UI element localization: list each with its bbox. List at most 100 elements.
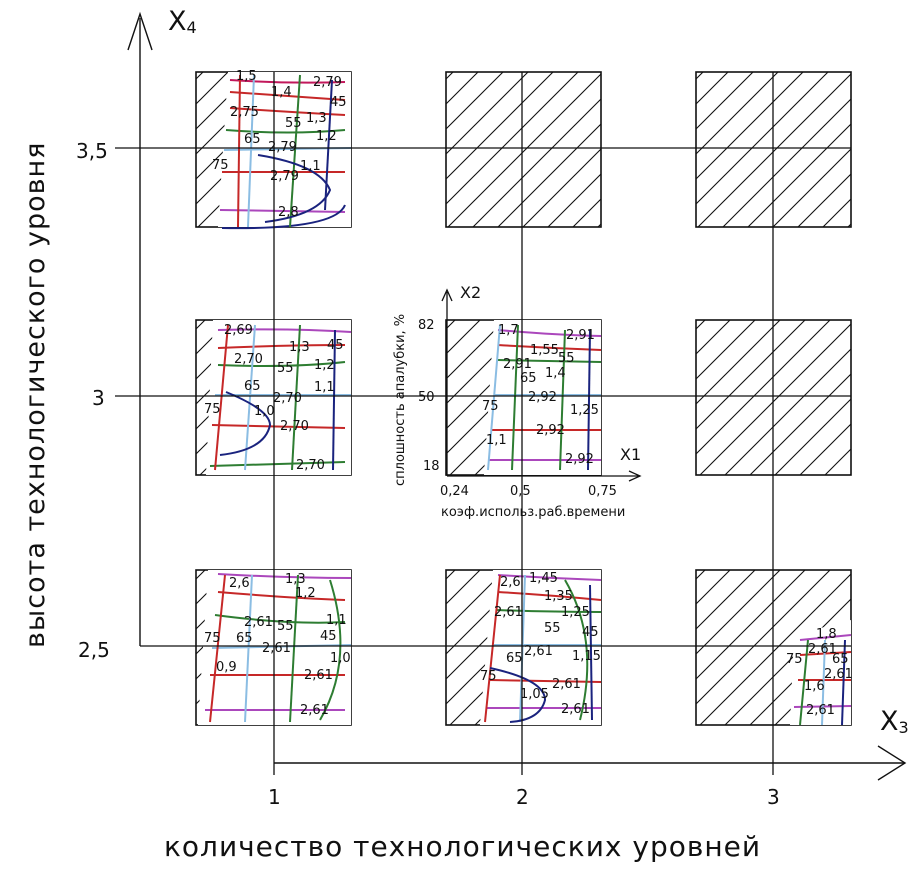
contour-value-label: 1,2 [314, 358, 335, 373]
contour-value-label: 1,25 [570, 403, 599, 418]
contour-value-label: 75 [480, 669, 497, 684]
contour-value-label: 2,8 [278, 205, 299, 220]
contour-value-label: 65 [832, 652, 849, 667]
contour-value-label: 2,61 [244, 615, 273, 630]
contour-value-label: 2,92 [536, 423, 565, 438]
inset-x1-label: X1 [620, 445, 641, 464]
x-tick-label: 2 [516, 785, 529, 809]
contour-value-label: 75 [482, 399, 499, 414]
contour-value-label: 75 [204, 631, 221, 646]
contour-value-label: 1,25 [561, 605, 590, 620]
contour-value-label: 1,2 [316, 129, 337, 144]
grid-lines [115, 72, 851, 775]
inset-y-tick: 50 [418, 390, 435, 405]
contour-value-label: 2,91 [503, 357, 532, 372]
contour-value-label: 55 [277, 361, 294, 376]
contour-value-label: 2,70 [280, 419, 309, 434]
contour-value-label: 2,6 [229, 576, 250, 591]
contour-value-label: 1,55 [530, 343, 559, 358]
contour-value-label: 2,70 [234, 352, 263, 367]
contour-lines [205, 74, 852, 726]
inset-x-tick: 0,5 [510, 484, 531, 499]
x-axis-name: X3 [880, 706, 909, 737]
inset-y-tick: 18 [423, 459, 440, 474]
contour-value-label: 2,61 [806, 703, 835, 718]
contour-value-label: 1,6 [804, 679, 825, 694]
contour-value-label: 45 [327, 338, 344, 353]
contour-value-label: 2,6 [500, 575, 521, 590]
contour-value-label: 2,79 [268, 140, 297, 155]
y-tick-label: 2,5 [78, 638, 110, 662]
contour-value-label: 2,61 [808, 642, 837, 657]
contour-value-label: 2,75 [230, 105, 259, 120]
y-axis-label: высота технологического уровня [20, 142, 51, 648]
contour-value-label: 1,3 [285, 572, 306, 587]
inset-x-tick: 0,24 [440, 484, 469, 499]
contour-value-label: 1,0 [330, 651, 351, 666]
contour-value-label: 2,61 [300, 703, 329, 718]
y-axis-name: X4 [168, 6, 197, 37]
contour-value-label: 2,61 [494, 605, 523, 620]
inset-y-tick: 82 [418, 318, 435, 333]
contour-value-label: 2,79 [270, 169, 299, 184]
panel-r1-c2 [445, 71, 602, 228]
contour-value-label: 1,7 [498, 323, 519, 338]
contour-value-label: 1,4 [271, 85, 292, 100]
y-tick-label: 3,5 [76, 139, 108, 163]
x-tick-label: 1 [268, 785, 281, 809]
contour-value-label: 65 [236, 631, 253, 646]
inset-x-axis-label: коэф.использ.раб.времени [441, 505, 625, 520]
contour-value-label: 1,2 [295, 586, 316, 601]
contour-value-label: 1,3 [306, 111, 327, 126]
contour-value-label: 1,05 [520, 687, 549, 702]
contour-value-label: 1,1 [300, 159, 321, 174]
contour-value-label: 75 [786, 652, 803, 667]
contour-value-label: 2,79 [313, 75, 342, 90]
contour-value-label: 2,92 [565, 452, 594, 467]
contour-value-label: 1,1 [326, 613, 347, 628]
inset-x2-label: X2 [460, 283, 481, 302]
contour-value-label: 65 [520, 371, 537, 386]
contour-value-label: 0,9 [216, 660, 237, 675]
x-axis-label: количество технологических уровней [164, 830, 761, 863]
contour-value-label: 45 [320, 629, 337, 644]
contour-value-label: 45 [582, 625, 599, 640]
contour-value-label: 2,61 [824, 667, 853, 682]
contour-value-label: 1,5 [236, 69, 257, 84]
contour-value-label: 65 [244, 379, 261, 394]
x-tick-label: 3 [767, 785, 780, 809]
contour-value-label: 1,1 [486, 433, 507, 448]
inset-axes [441, 288, 642, 482]
contour-value-label: 2,92 [528, 390, 557, 405]
contour-value-label: 55 [558, 351, 575, 366]
contour-value-label: 65 [244, 132, 261, 147]
contour-value-label: 2,61 [524, 644, 553, 659]
contour-value-label: 45 [330, 95, 347, 110]
main-axes [127, 11, 907, 781]
y-tick-label: 3 [92, 386, 105, 410]
inset-y-axis-label: сплошность апалубки, % [393, 314, 408, 486]
contour-value-label: 2,69 [224, 323, 253, 338]
contour-value-label: 2,61 [304, 668, 333, 683]
contour-value-label: 1,8 [816, 627, 837, 642]
contour-value-label: 2,61 [552, 677, 581, 692]
contour-value-label: 1,4 [545, 366, 566, 381]
contour-value-label: 1,45 [529, 571, 558, 586]
contour-value-label: 65 [506, 651, 523, 666]
inset-x-tick: 0,75 [588, 484, 617, 499]
contour-value-label: 55 [277, 619, 294, 634]
contour-value-label: 75 [204, 402, 221, 417]
contour-value-label: 2,91 [566, 328, 595, 343]
contour-value-label: 1,35 [544, 589, 573, 604]
contour-value-label: 1,3 [289, 340, 310, 355]
contour-value-label: 1,0 [254, 404, 275, 419]
contour-value-label: 2,61 [561, 702, 590, 717]
contour-value-label: 2,70 [296, 458, 325, 473]
contour-value-label: 1,15 [572, 649, 601, 664]
contour-value-label: 55 [285, 116, 302, 131]
contour-value-label: 55 [544, 621, 561, 636]
contour-value-label: 1,1 [314, 380, 335, 395]
contour-value-label: 2,61 [262, 641, 291, 656]
contour-labels: 1,5 1,4 2,79 45 2,75 55 1,3 1,2 65 2,79 … [204, 69, 853, 718]
